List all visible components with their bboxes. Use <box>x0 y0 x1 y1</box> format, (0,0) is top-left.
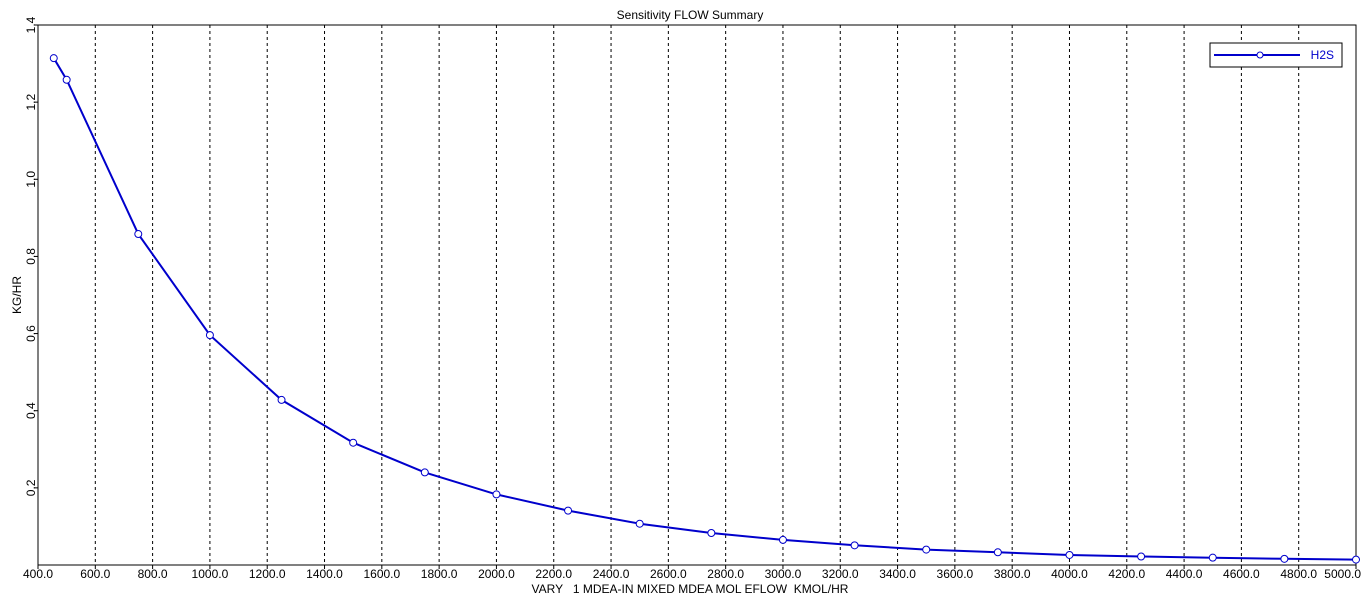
plot-frame <box>37 24 1357 566</box>
x-tick-label: 2000.0 <box>478 567 515 581</box>
y-tick-label: 0.2 <box>24 479 38 496</box>
axis-ticks: 400.0 600.0 800.0 1000.0 1200.0 1400.0 1600.0 1… <box>23 16 1361 581</box>
data-point-h2s <box>1065 550 1074 559</box>
legend-marker-h2s <box>1256 51 1264 59</box>
legend-label-h2s: H2S <box>1311 48 1334 62</box>
data-point-h2s <box>993 548 1002 557</box>
data-point-h2s <box>1208 553 1217 562</box>
y-tick-label: 1.2 <box>24 93 38 110</box>
data-point-h2s <box>635 519 644 528</box>
x-tick-label: 1000.0 <box>192 567 229 581</box>
legend: H2S <box>1209 42 1343 68</box>
data-point-h2s <box>205 331 214 340</box>
x-tick-label: 3800.0 <box>994 567 1031 581</box>
x-tick-label: 1600.0 <box>363 567 400 581</box>
x-tick-label: 800.0 <box>138 567 168 581</box>
x-tick-label: 400.0 <box>23 567 53 581</box>
y-tick-label: 1.4 <box>24 16 38 33</box>
x-tick-label: 600.0 <box>80 567 110 581</box>
data-point-h2s <box>277 395 286 404</box>
data-point-h2s <box>349 438 358 447</box>
x-tick-label: 5000.0 <box>1324 567 1361 581</box>
data-point-h2s <box>1352 555 1360 564</box>
data-point-h2s <box>778 535 787 544</box>
x-tick-label: 2800.0 <box>707 567 744 581</box>
data-point-h2s <box>707 528 716 537</box>
y-tick-label: 1.0 <box>24 171 38 188</box>
x-tick-label: 3200.0 <box>822 567 859 581</box>
data-point-h2s <box>1137 552 1146 561</box>
x-tick-label: 3400.0 <box>879 567 916 581</box>
series-line-h2s <box>52 57 1357 561</box>
x-tick-label: 4600.0 <box>1223 567 1260 581</box>
data-point-h2s <box>850 541 859 550</box>
y-tick-label: 0.4 <box>24 402 38 419</box>
data-point-h2s <box>420 468 429 477</box>
x-tick-label: 4400.0 <box>1166 567 1203 581</box>
y-tick-label: 0.8 <box>24 248 38 265</box>
y-axis-title: KG/HR <box>10 276 24 314</box>
data-point-h2s <box>134 230 143 239</box>
x-tick-label: 4000.0 <box>1051 567 1088 581</box>
x-tick-label: 1200.0 <box>249 567 286 581</box>
x-tick-label: 2400.0 <box>593 567 630 581</box>
x-tick-label: 3000.0 <box>765 567 802 581</box>
chart-title: Sensitivity FLOW Summary <box>617 8 764 22</box>
data-point-h2s <box>62 75 71 84</box>
data-point-h2s <box>1280 554 1289 563</box>
x-tick-label: 2200.0 <box>535 567 572 581</box>
data-point-h2s <box>564 506 573 515</box>
x-tick-label: 2600.0 <box>650 567 687 581</box>
series-layer <box>49 54 1360 564</box>
x-tick-label: 1400.0 <box>306 567 343 581</box>
data-point-h2s <box>49 54 58 63</box>
y-tick-label: 0.6 <box>24 325 38 342</box>
x-tick-label: 4800.0 <box>1280 567 1317 581</box>
x-tick-label: 3600.0 <box>937 567 974 581</box>
grid-lines <box>94 25 1300 565</box>
data-point-h2s <box>922 545 931 554</box>
x-axis-title: VARY 1 MDEA-IN MIXED MDEA MOL EFLOW KMOL… <box>532 582 849 596</box>
x-tick-label: 4200.0 <box>1108 567 1145 581</box>
data-point-h2s <box>492 490 501 499</box>
x-tick-label: 1800.0 <box>421 567 458 581</box>
